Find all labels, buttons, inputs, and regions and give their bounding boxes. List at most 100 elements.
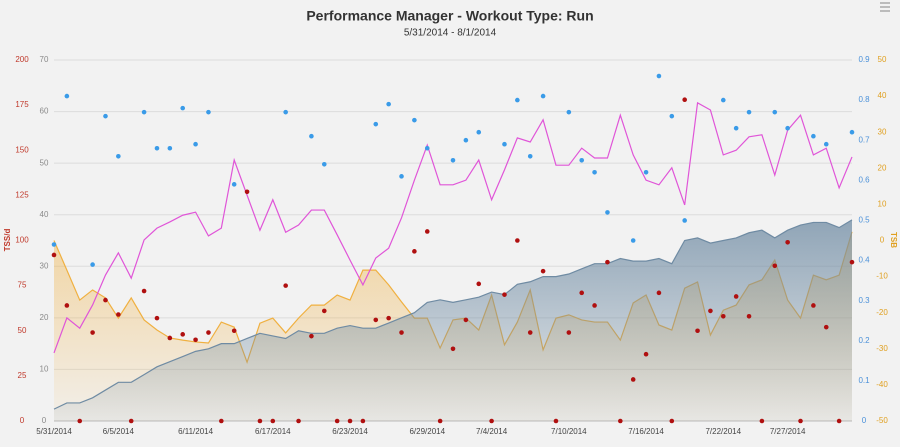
- y-tick-label: 175: [15, 100, 29, 109]
- x-tick-label: 6/17/2014: [255, 427, 291, 436]
- dot: [605, 259, 610, 265]
- dot: [373, 317, 379, 323]
- dot: [669, 113, 675, 119]
- dot: [219, 418, 224, 424]
- y4-tick-label: -40: [876, 380, 888, 389]
- y3-tick-label: 0.7: [858, 135, 870, 144]
- y3-tick-label: 0.3: [858, 296, 870, 305]
- x-tick-label: 6/11/2014: [178, 427, 214, 436]
- y4-tick-label: -50: [876, 416, 888, 425]
- dot: [849, 129, 855, 135]
- dot: [849, 259, 855, 265]
- dot: [399, 174, 404, 179]
- dot: [785, 125, 790, 131]
- chart-subtitle: 5/31/2014 - 8/1/2014: [404, 28, 497, 39]
- x-tick-label: 7/4/2014: [476, 427, 508, 436]
- y3-tick-label: 0.4: [858, 256, 870, 265]
- y2-tick-label: 0: [42, 416, 47, 425]
- dot: [296, 418, 301, 424]
- dot: [90, 330, 95, 335]
- dot: [772, 109, 778, 115]
- dot: [527, 153, 533, 159]
- dot: [682, 97, 687, 103]
- dot: [785, 240, 790, 245]
- dot: [283, 283, 288, 288]
- dot: [321, 308, 327, 314]
- dot: [270, 418, 276, 424]
- dot: [476, 281, 482, 287]
- dot: [746, 314, 752, 319]
- x-tick-label: 6/29/2014: [409, 427, 445, 436]
- dot: [733, 294, 739, 299]
- y3-tick-label: 0.8: [858, 95, 870, 104]
- y2-tick-label: 60: [40, 107, 49, 116]
- dot: [566, 330, 572, 335]
- y2-tick-label: 10: [40, 365, 49, 374]
- dot: [193, 141, 198, 147]
- dot: [772, 263, 778, 269]
- dot: [605, 210, 610, 215]
- dot: [836, 418, 842, 424]
- dot: [579, 157, 585, 163]
- dot: [450, 346, 456, 352]
- dot: [476, 129, 482, 135]
- y4-tick-label: 20: [878, 163, 887, 172]
- dot: [257, 418, 263, 424]
- x-tick-label: 6/5/2014: [103, 427, 135, 436]
- y4-tick-label: -20: [876, 308, 888, 317]
- dot: [399, 330, 404, 335]
- dot: [180, 332, 186, 337]
- menu-icon[interactable]: [880, 2, 890, 12]
- dot: [90, 262, 95, 267]
- x-tick-label: 7/27/2014: [770, 427, 806, 436]
- y4-tick-label: -10: [876, 272, 888, 281]
- dot: [321, 161, 327, 167]
- y2-tick-label: 40: [40, 210, 49, 219]
- dot: [450, 157, 456, 163]
- dot: [592, 170, 597, 175]
- dot: [51, 242, 57, 247]
- dot: [77, 418, 83, 424]
- dot: [656, 290, 662, 296]
- dot: [154, 315, 160, 321]
- y-tick-label: 125: [15, 190, 29, 199]
- dot: [798, 418, 803, 424]
- dot: [720, 314, 726, 319]
- dot: [128, 418, 134, 424]
- dot: [360, 418, 366, 424]
- y-tick-label: 50: [18, 326, 27, 335]
- dot: [502, 141, 507, 147]
- dot: [746, 109, 752, 115]
- dot: [309, 133, 314, 139]
- dot: [618, 418, 623, 424]
- y-tick-label: 200: [15, 55, 29, 64]
- dot: [309, 333, 314, 339]
- y4-tick-label: 40: [878, 91, 887, 100]
- y4-tick-label: 30: [878, 127, 887, 136]
- dot: [643, 170, 649, 175]
- dot: [502, 292, 507, 297]
- dot: [424, 145, 430, 151]
- y3-tick-label: 0.6: [858, 175, 870, 184]
- dot: [141, 109, 147, 115]
- y-axis-title: TSS/d: [3, 229, 12, 252]
- y4-tick-label: 50: [878, 55, 887, 64]
- dot: [206, 330, 211, 335]
- area-line: [53, 219, 853, 410]
- dot: [695, 328, 700, 334]
- dot: [231, 328, 237, 334]
- y2-tick-label: 20: [40, 313, 49, 322]
- dot: [386, 101, 391, 107]
- y4-tick-label: -30: [876, 344, 888, 353]
- x-tick-label: 7/10/2014: [551, 427, 587, 436]
- dot: [463, 137, 469, 143]
- x-tick-label: 5/31/2014: [36, 427, 72, 436]
- dot: [206, 109, 211, 115]
- x-tick-label: 7/16/2014: [628, 427, 664, 436]
- dot: [811, 303, 816, 308]
- area-fill: [54, 219, 852, 421]
- dot: [720, 97, 726, 103]
- dot: [373, 121, 379, 127]
- dot: [669, 418, 675, 424]
